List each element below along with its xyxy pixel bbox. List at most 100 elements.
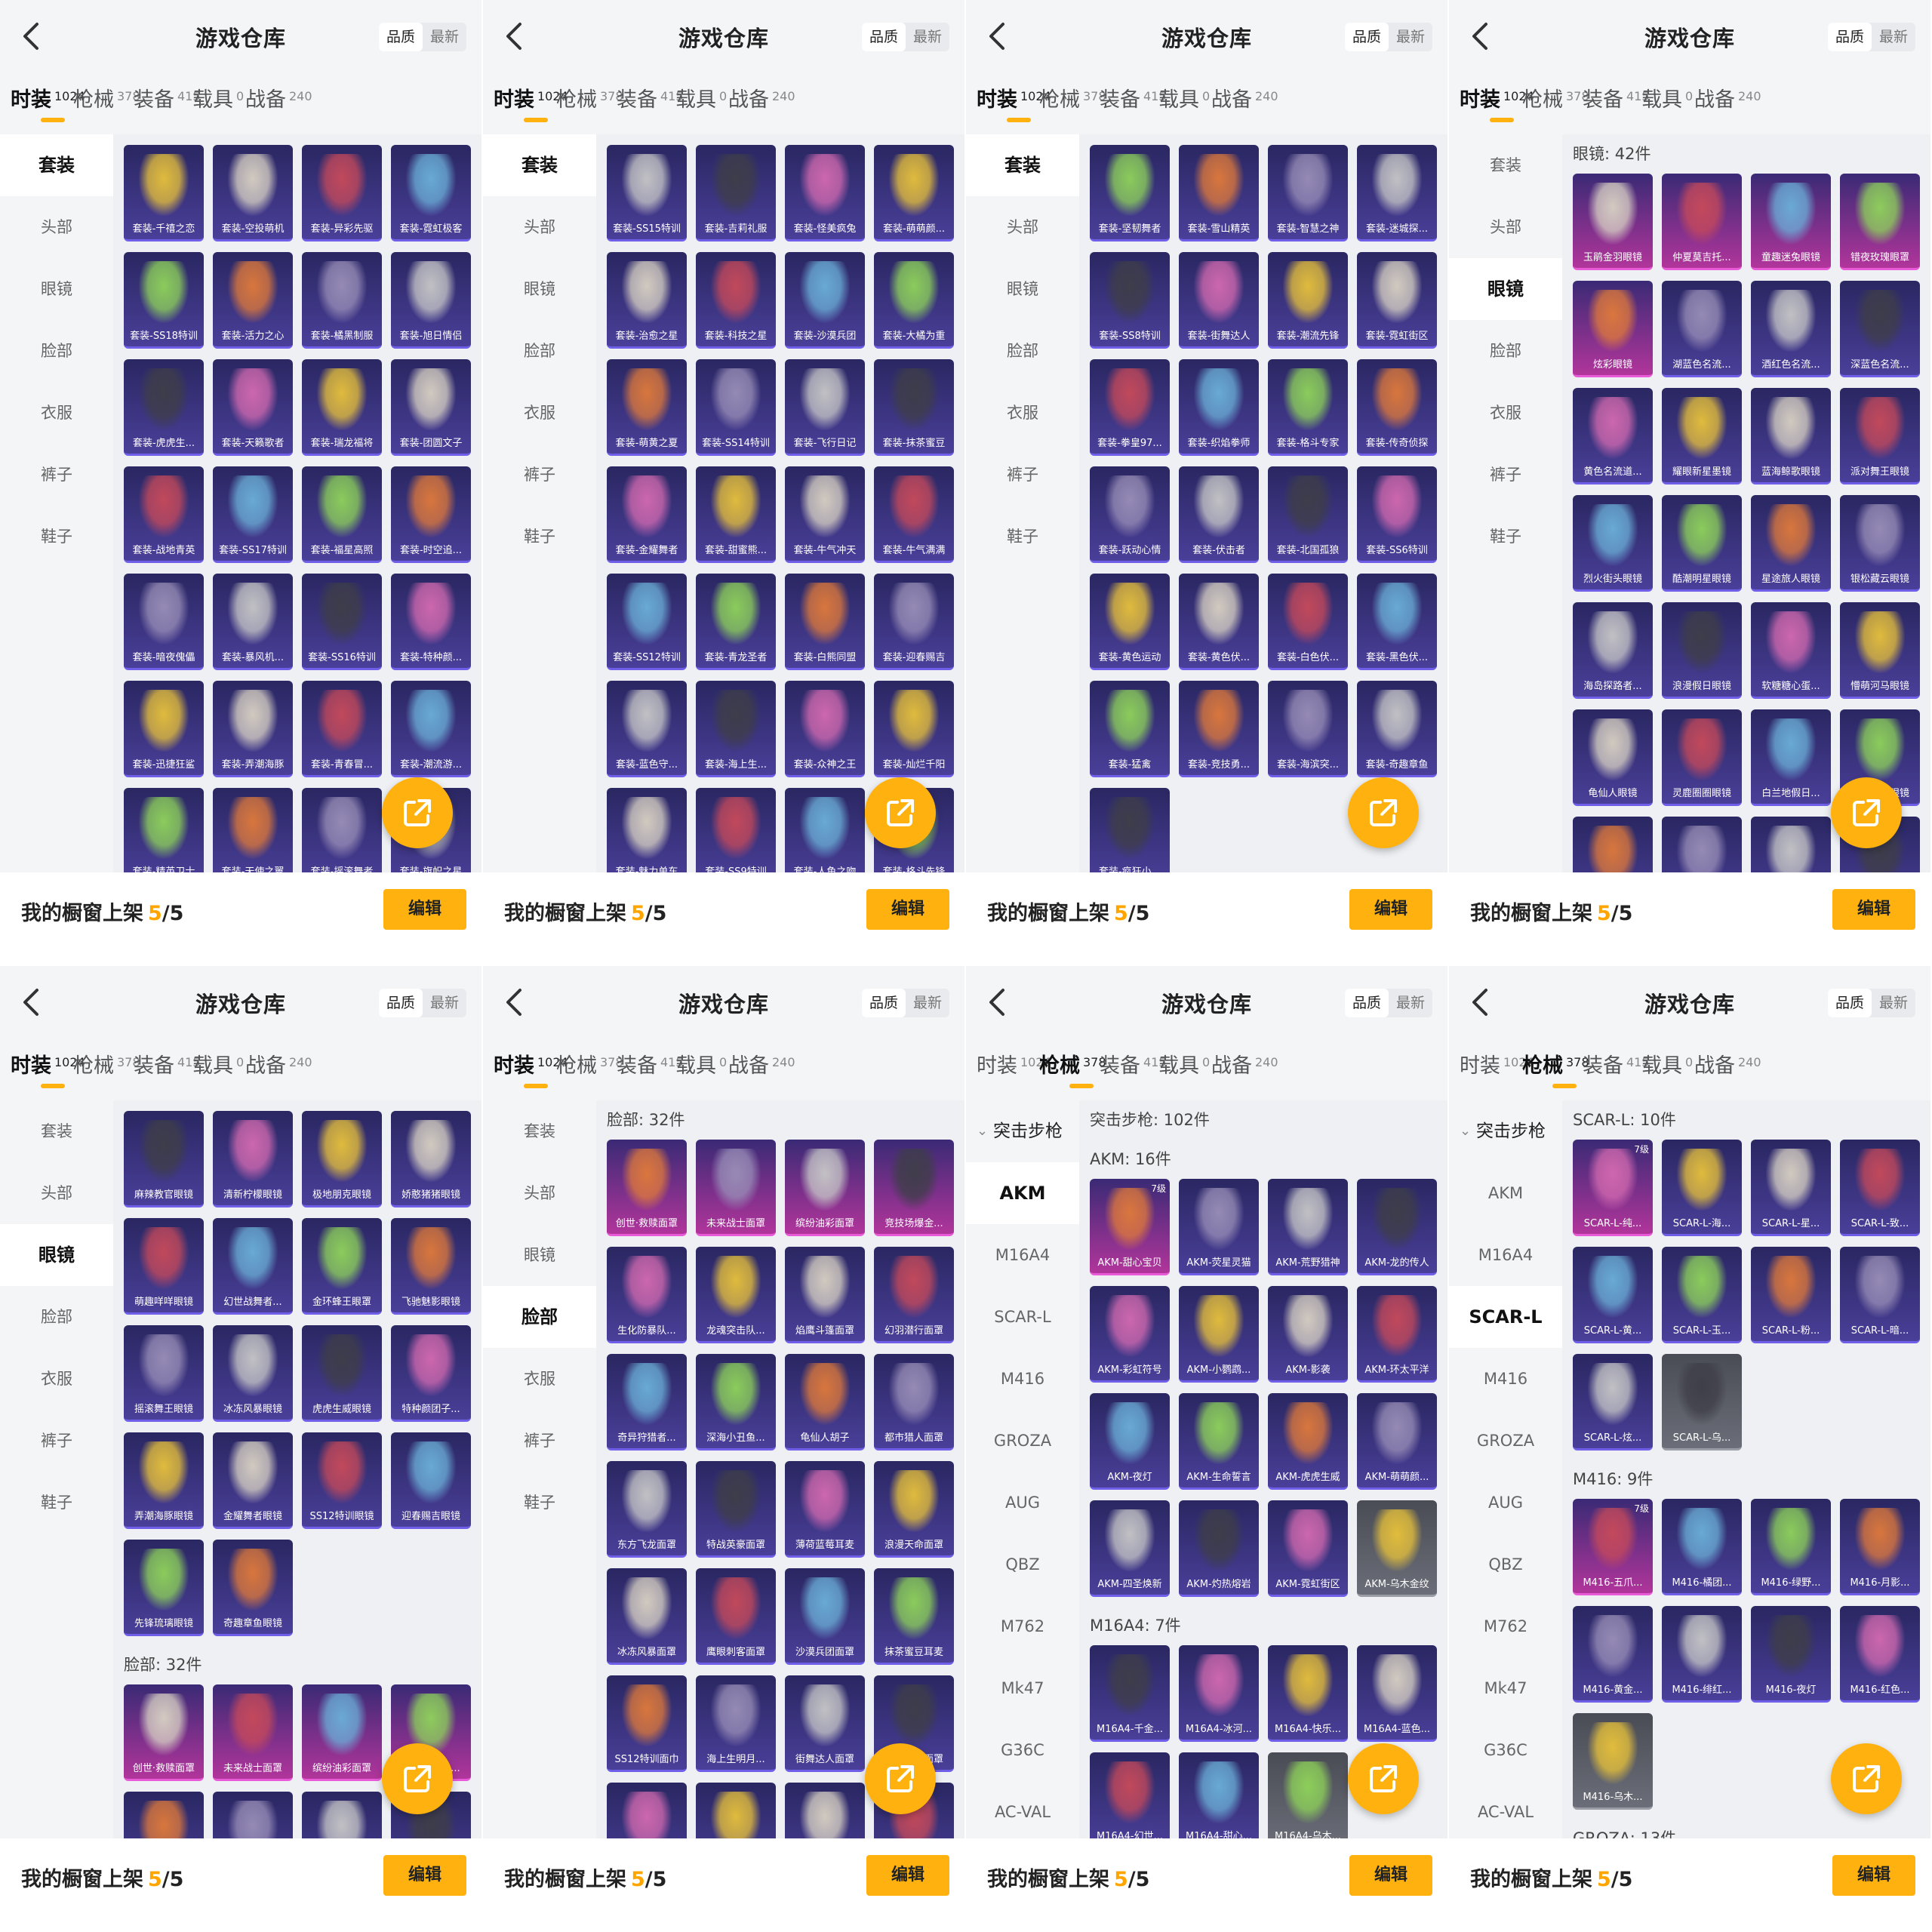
item-card[interactable]: 炫彩眼镜 <box>1573 281 1653 377</box>
item-card[interactable]: AKM-霓虹街区 <box>1268 1500 1348 1597</box>
tab-1[interactable]: 枪械 378 <box>556 83 623 125</box>
item-card[interactable]: 龙魂突击队... <box>696 1247 776 1343</box>
item-card[interactable]: 套装-SS14特训 <box>696 359 776 456</box>
item-card[interactable]: 黄色名流道... <box>1573 388 1653 485</box>
share-icon[interactable] <box>1348 777 1419 848</box>
tab-1[interactable]: 枪械 378 <box>556 1049 623 1091</box>
sort-toggle[interactable]: 品质 最新 <box>378 989 466 1017</box>
item-card[interactable]: 娇憨猪猪眼镜 <box>391 1111 471 1208</box>
item-card[interactable]: 套装-科技之星 <box>696 252 776 349</box>
item-card[interactable]: 套装-怪美疯兔 <box>785 145 865 242</box>
tab-0[interactable]: 时装 1024 <box>11 83 85 125</box>
chevron-left-icon[interactable] <box>15 987 45 1017</box>
item-card[interactable]: 套装-迎春赐吉 <box>874 574 954 670</box>
item-card[interactable]: 龟仙人胡子 <box>785 1354 865 1451</box>
item-card[interactable]: 套装-千禧之恋 <box>124 145 204 242</box>
item-card[interactable]: M16A4-蓝色... <box>1357 1645 1437 1742</box>
tab-0[interactable]: 时装 1024 <box>1460 1049 1534 1091</box>
item-card[interactable]: 幻世战舞者... <box>213 1218 293 1315</box>
tab-3[interactable]: 载具 0 <box>675 1049 727 1091</box>
item-card[interactable]: 套装-甜蜜熊... <box>696 466 776 563</box>
item-card[interactable]: 套装-人鱼之吻 <box>785 788 865 872</box>
sidebar-item[interactable]: 脸部 <box>41 1308 72 1326</box>
item-card[interactable]: 套装-金耀舞者 <box>607 466 687 563</box>
tab-0[interactable]: 时装 1024 <box>1460 83 1534 125</box>
tab-4[interactable]: 战备 240 <box>728 83 795 125</box>
item-card[interactable]: 套装-旭日情侣 <box>391 252 471 349</box>
tab-0[interactable]: 时装 1024 <box>977 83 1051 125</box>
item-card[interactable]: 套装-灿烂千阳 <box>874 681 954 777</box>
item-card[interactable]: 套装-瑞龙福将 <box>302 359 382 456</box>
item-card[interactable]: 7级 M416-五爪... <box>1573 1499 1653 1595</box>
sidebar-item[interactable]: 鞋子 <box>41 1494 72 1512</box>
item-card[interactable]: 套装-海滨突... <box>1268 681 1348 777</box>
sidebar-item[interactable]: GROZA <box>1476 1432 1535 1450</box>
item-card[interactable]: 清新柠檬眼镜 <box>213 1111 293 1208</box>
sort-toggle[interactable]: 品质 最新 <box>1344 989 1432 1017</box>
item-card[interactable]: 懵萌河马眼镜 <box>1840 602 1920 699</box>
sidebar-item[interactable]: 衣服 <box>41 404 72 422</box>
sidebar-item[interactable]: AKM <box>966 1162 1079 1224</box>
item-card[interactable]: M16A4-快乐... <box>1268 1645 1348 1742</box>
item-card[interactable]: 星途旅人眼镜 <box>1751 495 1831 592</box>
item-card[interactable]: 耀眼新星墨镜 <box>1662 388 1742 485</box>
sidebar-item[interactable]: 眼镜 <box>524 1246 555 1264</box>
edit-button[interactable]: 编辑 <box>1832 889 1915 930</box>
item-card[interactable]: M416-红色... <box>1840 1606 1920 1703</box>
share-icon[interactable] <box>865 1743 936 1814</box>
item-card[interactable]: 霓虹街区面罩 <box>785 1783 865 1838</box>
sort-newest-option[interactable]: 最新 <box>912 995 942 1011</box>
item-card[interactable]: 极地朋克眼镜 <box>302 1111 382 1208</box>
sidebar-item[interactable]: 眼镜 <box>524 280 555 298</box>
sort-toggle[interactable]: 品质 最新 <box>378 23 466 51</box>
sidebar-item[interactable]: 裤子 <box>41 466 72 484</box>
edit-button[interactable]: 编辑 <box>1349 1855 1432 1896</box>
tab-4[interactable]: 战备 240 <box>1211 83 1278 125</box>
sidebar-item[interactable]: 鞋子 <box>1007 528 1038 546</box>
tab-2[interactable]: 装备 415 <box>1100 83 1167 125</box>
sidebar-item[interactable]: 头部 <box>524 1184 555 1202</box>
item-card[interactable]: 虎虎生威眼镜 <box>302 1325 382 1422</box>
item-card[interactable]: 套装-传奇侦探 <box>1357 359 1437 456</box>
share-icon[interactable] <box>1348 1743 1419 1814</box>
sidebar-item[interactable]: G36C <box>1001 1741 1044 1759</box>
item-card[interactable]: 套装-精英卫士 <box>124 788 204 872</box>
item-card[interactable]: AKM-荒野猎神 <box>1268 1179 1348 1275</box>
item-card[interactable]: 龙魂突击队... <box>213 1792 293 1838</box>
sidebar-item[interactable]: M762 <box>1000 1617 1045 1635</box>
chevron-left-icon[interactable] <box>1464 21 1494 51</box>
tab-2[interactable]: 装备 415 <box>1583 1049 1650 1091</box>
sidebar-item[interactable]: AUG <box>1487 1494 1523 1512</box>
item-card[interactable]: 金环蜂王眼罩 <box>302 1218 382 1315</box>
item-card[interactable]: 套装-飞行日记 <box>785 359 865 456</box>
edit-button[interactable]: 编辑 <box>1832 1855 1915 1896</box>
item-card[interactable]: AKM-彩虹符号 <box>1090 1286 1170 1383</box>
item-card[interactable]: AKM-四圣焕新 <box>1090 1500 1170 1597</box>
item-card[interactable]: 套装-牛气满满 <box>874 466 954 563</box>
item-card[interactable]: 竞技场爆金... <box>874 1140 954 1236</box>
sort-toggle[interactable]: 品质 最新 <box>1344 23 1432 51</box>
item-card[interactable]: 浪漫天命面罩 <box>874 1461 954 1558</box>
item-card[interactable]: 套装-蓝色守... <box>607 681 687 777</box>
chevron-left-icon[interactable] <box>498 21 528 51</box>
sort-toggle[interactable]: 品质 最新 <box>1827 989 1915 1017</box>
sidebar-item[interactable]: 头部 <box>1007 218 1038 236</box>
tab-2[interactable]: 装备 415 <box>617 1049 684 1091</box>
sort-newest-option[interactable]: 最新 <box>1395 29 1425 45</box>
item-card[interactable]: 套装-SS6特训 <box>1357 466 1437 563</box>
item-card[interactable]: 沙漠兵团面罩 <box>785 1568 865 1665</box>
item-card[interactable]: 套装-雪山精英 <box>1179 145 1259 242</box>
item-card[interactable]: 套装-黄色运动 <box>1090 574 1170 670</box>
item-card[interactable]: 缤纷油彩面罩 <box>302 1684 382 1781</box>
tab-0[interactable]: 时装 1024 <box>494 1049 568 1091</box>
item-card[interactable]: 套装-萌萌颜... <box>874 145 954 242</box>
sort-newest-option[interactable]: 最新 <box>912 29 942 45</box>
item-card[interactable]: 套装-SS17特训 <box>213 466 293 563</box>
item-card[interactable]: M416-乌木... <box>1573 1713 1653 1810</box>
tab-1[interactable]: 枪械 378 <box>73 1049 140 1091</box>
sidebar-item[interactable]: M416 <box>1000 1370 1045 1388</box>
sidebar-item[interactable]: SCAR-L <box>994 1308 1051 1326</box>
sidebar-item[interactable]: M762 <box>1483 1617 1528 1635</box>
item-card[interactable]: 童趣迷兔眼镜 <box>1751 174 1831 270</box>
item-card[interactable]: 套装-众神之王 <box>785 681 865 777</box>
